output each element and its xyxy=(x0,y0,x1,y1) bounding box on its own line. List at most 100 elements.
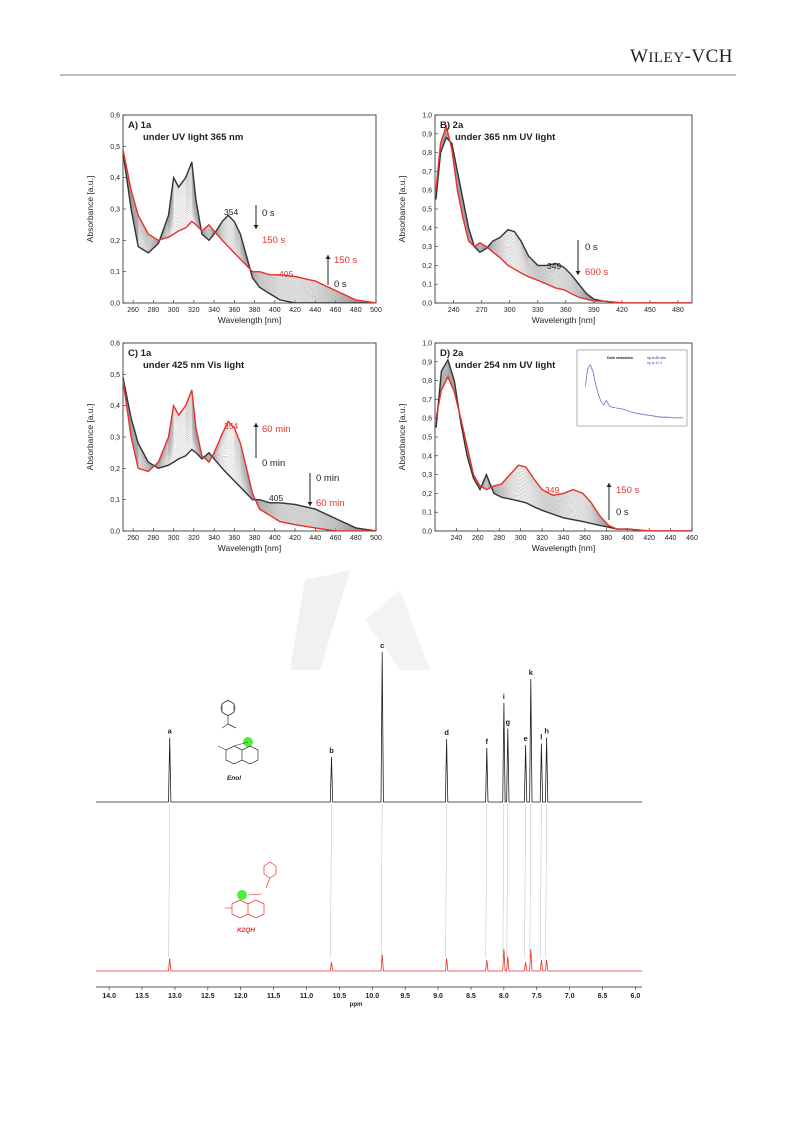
x-tick-label: 400 xyxy=(269,535,281,542)
bond xyxy=(227,723,237,729)
x-tick-label: 420 xyxy=(289,535,301,542)
x-tick-label: 280 xyxy=(493,535,505,542)
inset-spectrum xyxy=(585,366,683,418)
peak-label: e xyxy=(523,734,527,743)
arrowhead xyxy=(253,423,259,427)
ppm-tick-label: 12.0 xyxy=(234,993,248,1000)
x-tick-label: 360 xyxy=(560,307,572,314)
x-tick-label: 340 xyxy=(208,307,220,314)
x-tick-label: 300 xyxy=(168,535,180,542)
x-tick-label: 240 xyxy=(451,535,463,542)
x-tick-label: 300 xyxy=(515,535,527,542)
y-tick-label: 0,6 xyxy=(110,113,120,120)
peak-guide-line xyxy=(540,803,542,958)
x-tick-label: 330 xyxy=(532,307,544,314)
intermediate-spectrum xyxy=(123,379,376,531)
x-tick-label: 280 xyxy=(148,307,160,314)
annotation-label: 0 min xyxy=(262,458,285,469)
x-tick-label: 380 xyxy=(600,535,612,542)
ppm-tick-label: 7.5 xyxy=(532,993,542,1000)
x-tick-label: 440 xyxy=(665,535,677,542)
nmr-chart: a b c d f i g e k lh 14.0 13.5 13.0 12.5 12.0 11.5 11.0 1… xyxy=(96,641,642,1008)
y-tick-label: 0,0 xyxy=(422,301,432,308)
x-tick-label: 420 xyxy=(289,307,301,314)
watermark xyxy=(290,570,430,670)
y-axis-label: Absorbance [a.u.] xyxy=(85,404,95,471)
y-tick-label: 0,1 xyxy=(110,269,120,276)
intermediate-spectrum xyxy=(123,378,376,531)
intermediate-spectrum xyxy=(123,149,376,303)
initial-spectrum xyxy=(435,136,692,303)
nmr-figure: a b c d f i g e k l h 14.0 13.5 13.0 12.5 12.0 11.5 11.0 1… xyxy=(80,640,660,1040)
peak-label: h xyxy=(544,727,549,736)
intermediate-spectrum xyxy=(123,379,376,531)
x-tick-label: 480 xyxy=(350,535,362,542)
uv-panel-a: 260 280 300 320 340 360 380 400 420 440 460 480 500 0… xyxy=(80,105,385,335)
y-tick-label: 0,4 xyxy=(110,175,120,182)
highlight-h xyxy=(237,890,247,900)
annotation-label: 349 xyxy=(547,261,561,271)
intermediate-spectrum xyxy=(123,379,376,531)
x-tick-label: 320 xyxy=(188,535,200,542)
intermediate-spectrum xyxy=(123,377,376,531)
uv-panel-b: 240 270 300 330 360 390 420 450 480 0,0 0,1 0,2 0,3 0… xyxy=(392,105,702,335)
structure-name-k2qh: K2QH xyxy=(237,927,255,934)
x-tick-label: 240 xyxy=(448,307,460,314)
annotation-label: 405 xyxy=(279,269,293,279)
y-tick-label: 0,2 xyxy=(422,263,432,270)
annotation-label: 405 xyxy=(269,493,283,503)
intermediate-spectrum xyxy=(123,378,376,531)
uv-panel-d: 240 260 280 300 320 340 360 380 400 420 440 460 0,0 0… xyxy=(392,333,702,563)
ppm-tick-label: 7.0 xyxy=(565,993,575,1000)
intermediate-spectrum xyxy=(123,377,376,531)
y-tick-label: 0,3 xyxy=(422,244,432,251)
x-tick-label: 500 xyxy=(370,535,382,542)
arrowhead xyxy=(307,502,313,506)
uv-panel-c: 260 280 300 320 340 360 380 400 420 440 460 480 500 0… xyxy=(80,333,385,563)
panel-subtitle: under 425 nm Vis light xyxy=(143,360,245,371)
initial-spectrum xyxy=(123,152,376,303)
annotation-label: 0 s xyxy=(616,507,629,518)
x-tick-label: 340 xyxy=(208,535,220,542)
y-tick-label: 0,4 xyxy=(422,453,432,460)
y-axis-label: Absorbance [a.u.] xyxy=(397,176,407,243)
x-tick-label: 400 xyxy=(269,307,281,314)
arrowhead xyxy=(575,271,581,275)
spectra-group xyxy=(435,123,692,303)
annotation-label: 354 xyxy=(224,421,238,431)
intermediate-spectrum xyxy=(123,378,376,531)
ppm-tick-label: 8.0 xyxy=(499,993,509,1000)
y-tick-label: 0,5 xyxy=(110,144,120,151)
x-tick-label: 320 xyxy=(188,307,200,314)
x-tick-label: 420 xyxy=(643,535,655,542)
ppm-tick-label: 11.0 xyxy=(300,993,313,1000)
arrowhead xyxy=(325,255,331,259)
x-tick-label: 260 xyxy=(127,535,139,542)
bond xyxy=(233,741,249,747)
inset-title: Dark relaxation xyxy=(607,356,633,360)
enol-spectrum xyxy=(96,651,642,803)
peak-label: l xyxy=(540,733,542,742)
spectra-group xyxy=(123,377,376,531)
annotation-label: 0 s xyxy=(334,279,347,290)
y-tick-label: 0,3 xyxy=(110,207,120,214)
y-tick-label: 0,2 xyxy=(110,238,120,245)
arrowhead xyxy=(253,225,259,229)
plot-frame xyxy=(434,114,693,304)
intermediate-spectrum xyxy=(123,150,376,303)
intermediate-spectrum xyxy=(123,377,376,531)
x-tick-label: 460 xyxy=(330,307,342,314)
bond xyxy=(265,877,271,889)
y-tick-label: 0,9 xyxy=(422,131,432,138)
panel-label: B) 2a xyxy=(440,120,464,131)
k2qh-spectrum xyxy=(96,949,642,972)
panel-subtitle: under 254 nm UV light xyxy=(455,360,556,371)
uv-chart-a: 260 280 300 320 340 360 380 400 420 440 460 480 500 0… xyxy=(85,113,382,326)
y-tick-label: 0,5 xyxy=(422,207,432,214)
y-tick-label: 0,8 xyxy=(422,150,432,157)
y-tick-label: 1,0 xyxy=(422,113,432,120)
x-tick-label: 420 xyxy=(616,307,628,314)
x-tick-label: 400 xyxy=(622,535,634,542)
x-tick-label: 460 xyxy=(686,535,698,542)
panel-label: D) 2a xyxy=(440,348,464,359)
